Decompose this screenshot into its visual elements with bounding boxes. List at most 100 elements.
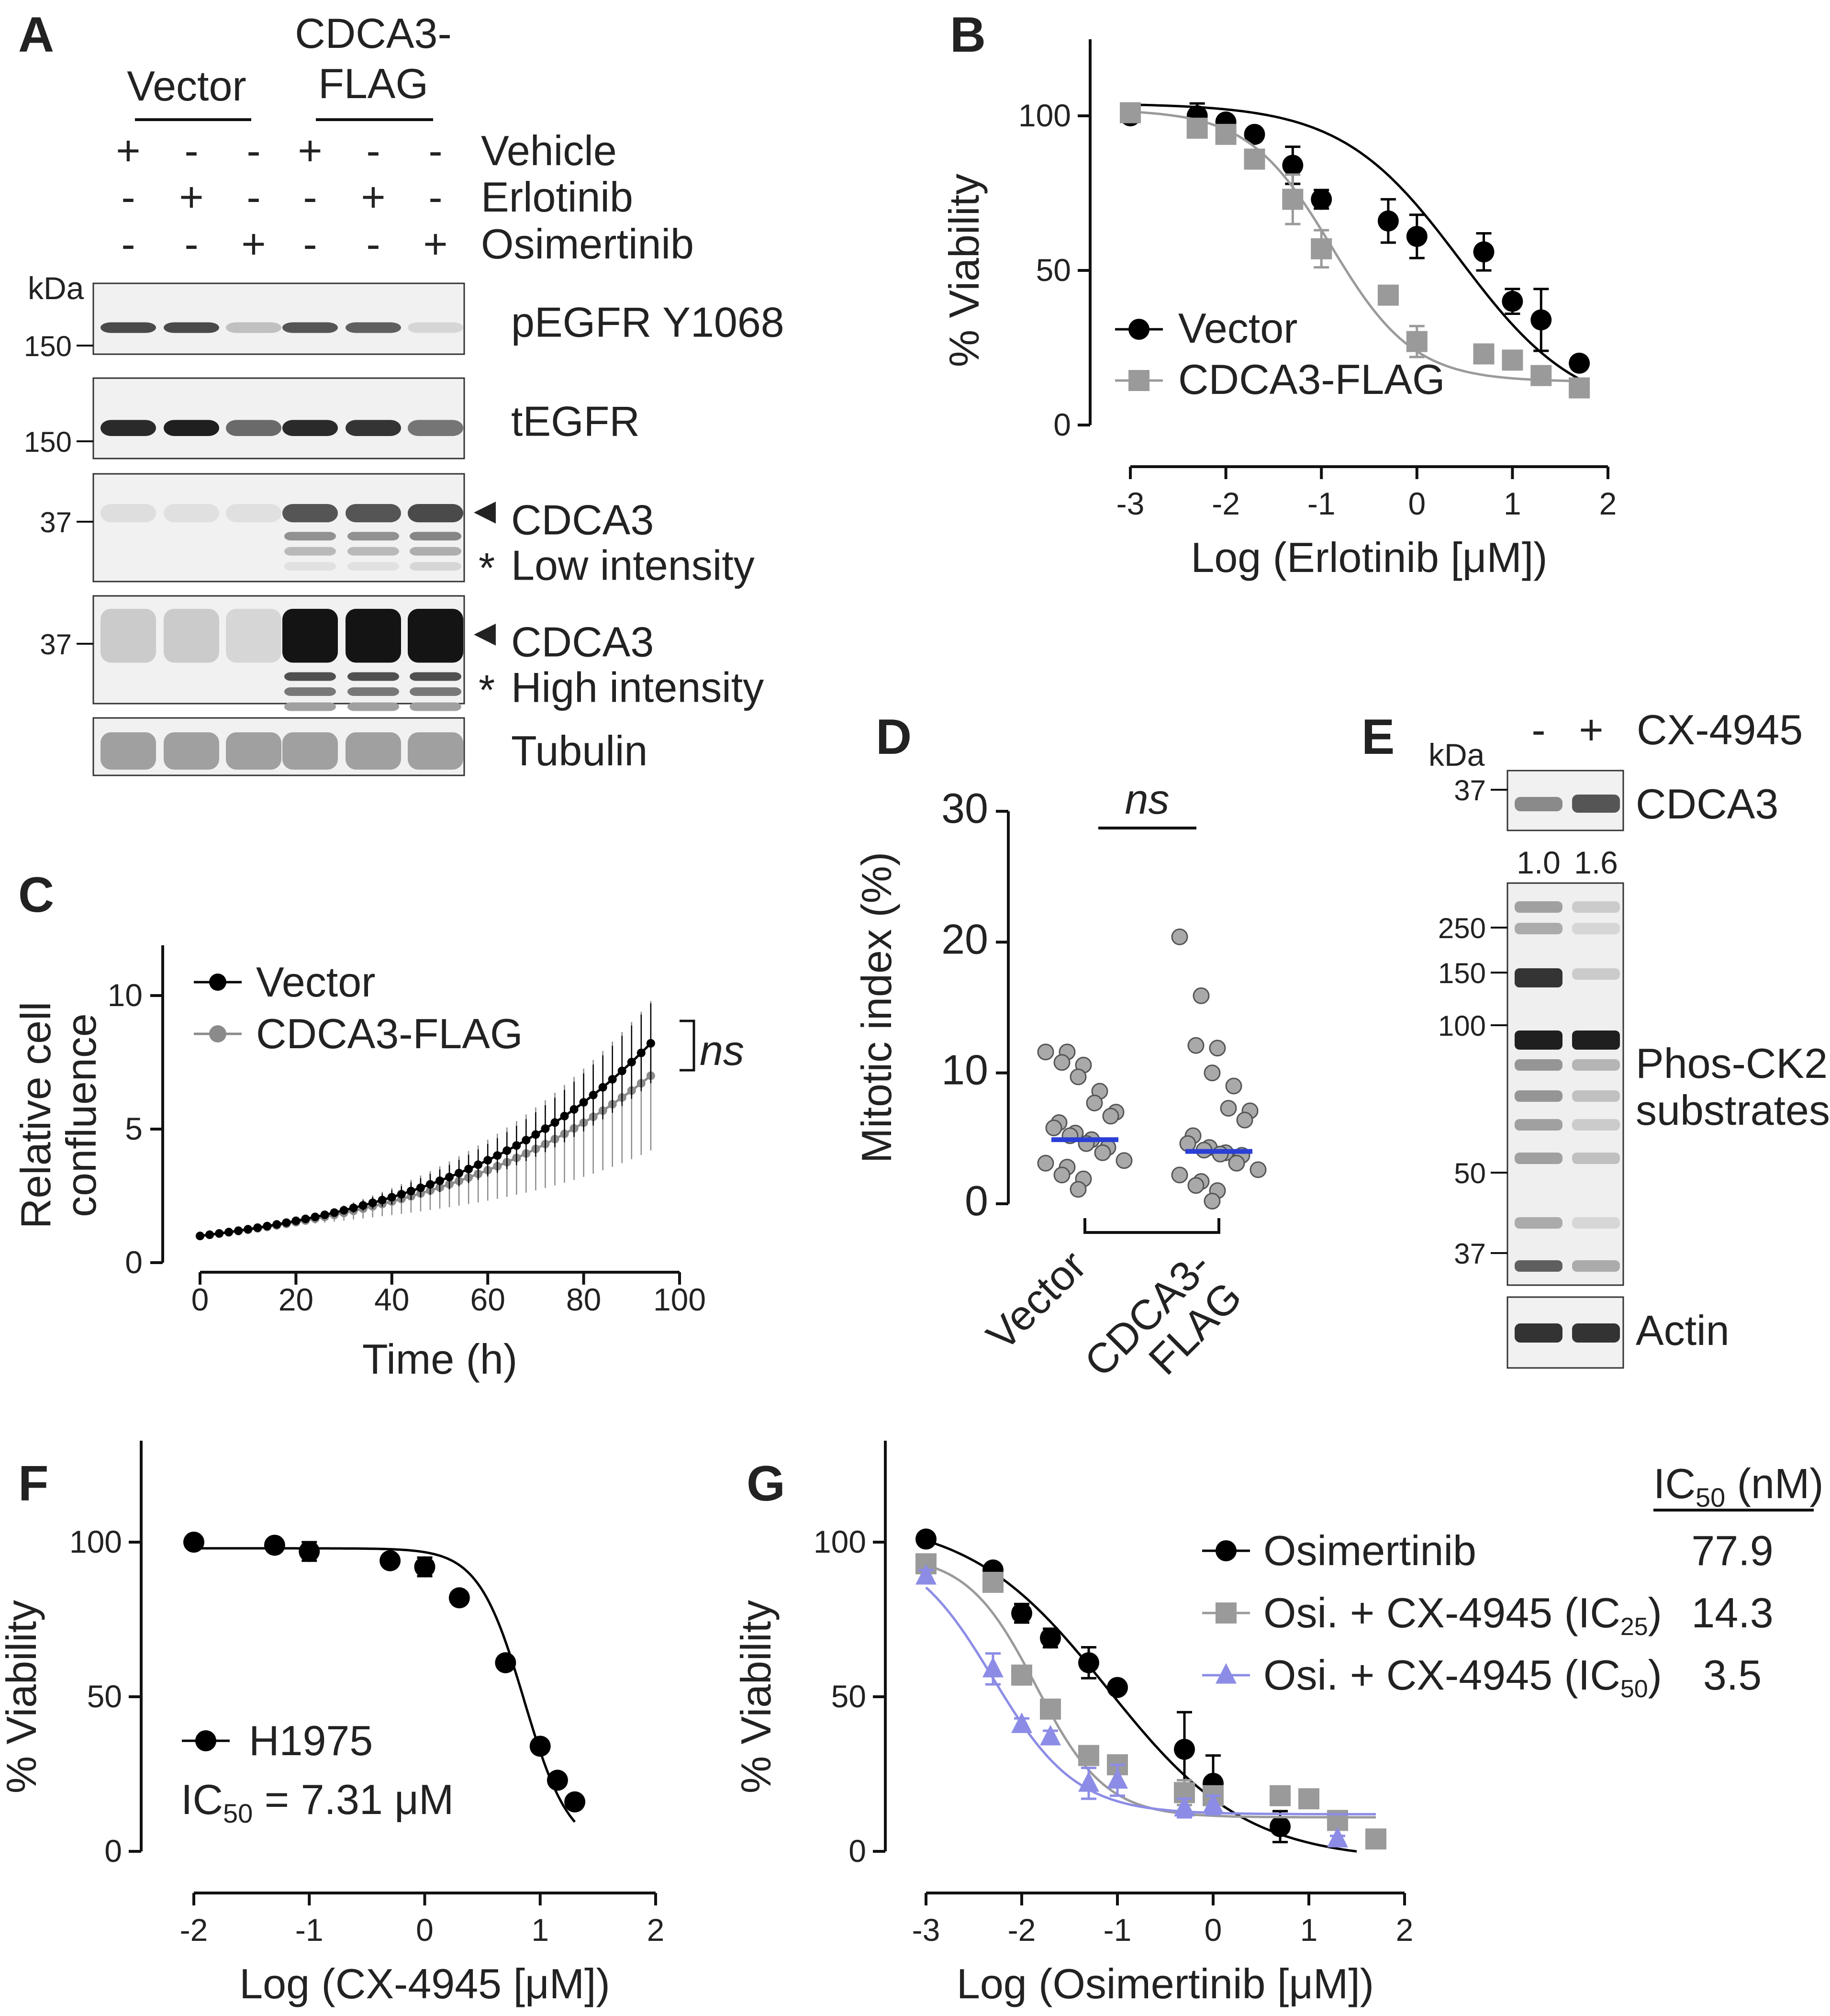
data-point (1228, 1154, 1245, 1172)
data-point (1040, 1627, 1061, 1649)
blot-label-sub: Low intensity (511, 541, 755, 589)
y-tick-label: 10 (941, 1046, 988, 1094)
panel-a-letter: A (18, 7, 54, 63)
substrate-band (1515, 1260, 1562, 1272)
minor-band (284, 547, 336, 556)
scatter-group-0 (1037, 1043, 1133, 1198)
data-point (1209, 1040, 1226, 1057)
data-point (1250, 1161, 1267, 1178)
legend-label: Vector (1178, 304, 1297, 352)
data-point (1070, 1181, 1087, 1198)
legend-sub: 50 (1620, 1675, 1648, 1703)
legend-label: Osimertinib (1263, 1527, 1476, 1574)
treatment-sign: - (428, 127, 442, 174)
x-tick-label: -3 (1116, 486, 1145, 521)
treatment-label: Osimertinib (481, 220, 694, 268)
panel-f-letter: F (18, 1456, 49, 1512)
data-point (1174, 1738, 1195, 1760)
substrate-band (1515, 901, 1562, 913)
blot-frame (92, 473, 465, 582)
data-point (1204, 1064, 1221, 1082)
x-tick-label: 2 (1599, 486, 1617, 521)
data-point (589, 1090, 598, 1099)
y-tick-label: 0 (965, 1177, 988, 1224)
x-tick-label: 2 (647, 1912, 665, 1948)
band (282, 322, 338, 333)
legend-label: CDCA3-FLAG (256, 1010, 523, 1057)
data-point (263, 1221, 272, 1231)
panel-b: B 0 50 100 -3 -2 -1 0 1 2 Log (Erlotinib [μM]) % V… (940, 7, 1617, 581)
data-point (1220, 1099, 1237, 1117)
data-point (272, 1220, 281, 1229)
data-point (1193, 987, 1210, 1004)
asterisk: * (479, 544, 495, 591)
mw-marker: 250 (1438, 912, 1486, 944)
legend-label: Vector (256, 958, 375, 1006)
data-point (264, 1534, 285, 1556)
quant-value: 1.0 (1517, 845, 1561, 880)
data-point (416, 1183, 425, 1192)
data-point (1120, 102, 1141, 123)
data-point (448, 1587, 470, 1609)
data-point (414, 1556, 435, 1578)
fit-curve (1130, 103, 1580, 381)
blots-e: 37 CDCA3 1.0 1.6 250 150 100 50 37 Phos-CK2substr… (1438, 770, 1830, 1369)
substrate-band (1515, 1090, 1562, 1102)
data-point (531, 1130, 540, 1139)
kda-label: kDa (28, 270, 84, 306)
quant-value: 1.6 (1574, 845, 1618, 880)
mw-marker: 100 (1438, 1010, 1486, 1042)
mw-marker: 37 (40, 628, 72, 661)
y-tick-label: 0 (125, 1244, 143, 1280)
substrates-label-1: Phos-CK2 (1636, 1040, 1828, 1087)
substrate-band (1515, 968, 1562, 987)
x-label-vector: Vector (977, 1241, 1095, 1359)
data-point (1187, 1037, 1205, 1054)
data-point (1102, 1108, 1119, 1125)
data-point (1406, 225, 1428, 247)
kda-label-e: kDa (1428, 737, 1485, 773)
ic50-value: = 7.31 μM (253, 1776, 454, 1823)
band (408, 504, 463, 523)
data-point (1094, 1144, 1111, 1161)
data-point (1187, 1177, 1205, 1194)
data-point (253, 1223, 262, 1232)
blot-frame (92, 282, 465, 355)
treatment-sign: + (361, 173, 385, 221)
minor-band (410, 672, 461, 681)
x-tick-label: -2 (180, 1912, 208, 1948)
legend-marker (1128, 319, 1149, 340)
data-point (579, 1098, 588, 1107)
data-point (608, 1075, 617, 1084)
data-point (598, 1083, 607, 1092)
data-point (425, 1180, 435, 1189)
substrate-band (1515, 1153, 1562, 1164)
data-point (1311, 238, 1332, 259)
ic50-value: 77.9 (1691, 1527, 1773, 1574)
data-point (1244, 123, 1265, 145)
data-point (1179, 1135, 1196, 1152)
ic50-header: IC50 (nM) (1653, 1460, 1824, 1512)
data-point (1282, 155, 1304, 176)
data-point (1011, 1712, 1032, 1733)
blot-label: pEGFR Y1068 (511, 299, 784, 346)
blot-label: CDCA3 (511, 618, 654, 665)
y-axis-title: Mitotic index (%) (853, 852, 900, 1163)
data-point (1569, 377, 1590, 399)
substrate-band (1515, 1119, 1562, 1131)
data-point (234, 1226, 243, 1235)
mw-marker: 150 (24, 426, 72, 458)
band (100, 609, 156, 663)
substrate-band (1572, 1119, 1620, 1131)
cdca3-band (1572, 795, 1620, 813)
data-point (636, 1048, 646, 1057)
blot-label: tEGFR (511, 398, 640, 445)
data-point (1244, 148, 1265, 170)
blot-label: CDCA3 (511, 496, 654, 543)
group-cdca3-label-1: CDCA3- (295, 10, 452, 57)
treatment-sign: + (423, 220, 447, 268)
band (282, 420, 338, 436)
band (282, 609, 338, 663)
data-point (547, 1770, 568, 1791)
